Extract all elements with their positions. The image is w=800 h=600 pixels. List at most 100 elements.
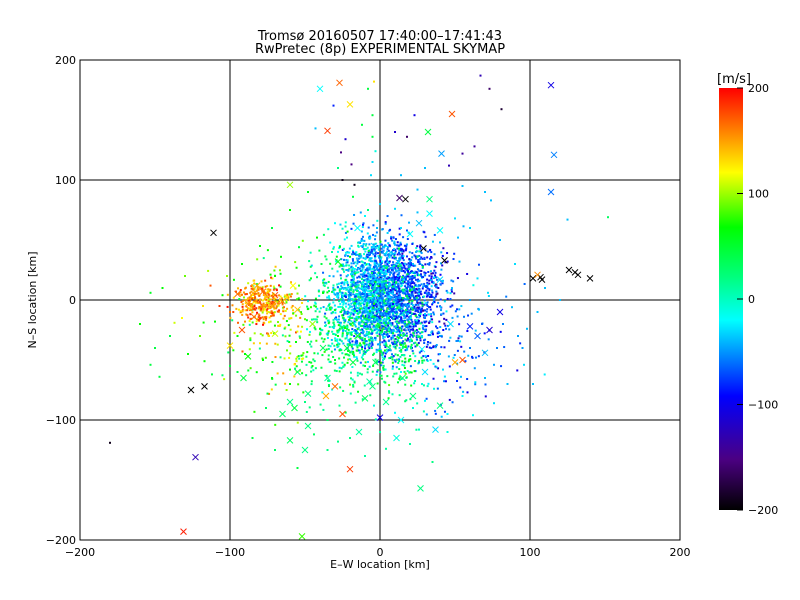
scatter-point-dense — [351, 280, 354, 283]
scatter-point-dense — [405, 334, 408, 337]
scatter-point-dense — [382, 287, 385, 290]
scatter-point-dense — [369, 276, 372, 279]
scatter-point-dense — [431, 318, 434, 321]
scatter-point-dense — [399, 308, 402, 311]
scatter-point-dense — [384, 310, 387, 313]
scatter-point-dense — [390, 254, 393, 257]
scatter-point-dense — [379, 305, 382, 308]
scatter-point-dense — [361, 269, 364, 272]
scatter-point-dense — [344, 278, 347, 281]
scatter-point-dense — [444, 324, 447, 327]
scatter-point-dense — [361, 308, 364, 311]
scatter-point-dense — [436, 335, 439, 338]
scatter-point-dense — [398, 287, 401, 290]
scatter-point-dense — [410, 294, 413, 297]
scatter-point-dense — [392, 355, 395, 358]
scatter-point-dense — [250, 317, 253, 320]
scatter-point-dense — [363, 253, 366, 256]
scatter-point-dense — [404, 329, 407, 332]
scatter-point — [371, 161, 374, 163]
scatter-point-dense — [377, 321, 380, 324]
scatter-point-dense — [361, 275, 364, 278]
scatter-point-dense — [392, 298, 395, 301]
scatter-point-dense — [376, 309, 379, 312]
scatter-point-dense — [371, 299, 374, 302]
scatter-point-x — [322, 392, 330, 400]
scatter-point — [139, 323, 141, 325]
scatter-point-dense — [374, 294, 377, 297]
scatter-point-dense — [414, 330, 417, 333]
scatter-point-dense — [383, 245, 386, 248]
scatter-point-x — [279, 410, 286, 418]
scatter-point-dense — [419, 292, 422, 295]
scatter-point-dense — [388, 347, 391, 350]
scatter-point-dense — [418, 279, 421, 282]
scatter-point-dense — [368, 254, 371, 257]
scatter-point-dense — [351, 276, 354, 279]
scatter-point-dense — [240, 293, 243, 296]
scatter-point-x — [210, 229, 217, 237]
scatter-point — [322, 291, 324, 294]
scatter-point-dense — [252, 292, 255, 295]
scatter-point-dense — [430, 347, 433, 350]
scatter-point-dense — [356, 253, 359, 256]
scatter-point-dense — [422, 285, 425, 288]
scatter-point-dense — [439, 306, 442, 309]
scatter-point-dense — [252, 307, 255, 310]
scatter-point-dense — [384, 312, 387, 315]
scatter-point-dense — [382, 337, 385, 340]
scatter-point-dense — [391, 334, 394, 337]
scatter-point-dense — [426, 283, 429, 286]
scatter-point-dense — [353, 307, 356, 310]
scatter-point-dense — [361, 314, 364, 317]
scatter-point-dense — [334, 339, 337, 342]
scatter-point-dense — [371, 316, 374, 319]
scatter-point-dense — [384, 244, 387, 247]
scatter-point-dense — [378, 270, 381, 273]
scatter-point-dense — [459, 386, 462, 389]
scatter-point-dense — [241, 305, 244, 308]
scatter-point-dense — [410, 285, 413, 288]
scatter-point-dense — [428, 321, 431, 324]
scatter-point-dense — [384, 352, 387, 355]
scatter-point-dense — [368, 323, 371, 326]
scatter-point-dense — [354, 309, 357, 312]
scatter-point-dense — [377, 246, 380, 249]
scatter-point-dense — [404, 324, 407, 327]
scatter-point-dense — [374, 317, 377, 320]
scatter-point — [493, 363, 495, 366]
scatter-point-dense — [300, 354, 303, 357]
scatter-point-dense — [386, 307, 389, 310]
scatter-point-dense — [346, 259, 349, 262]
scatter-point-dense — [396, 354, 399, 357]
scatter-point-dense — [439, 326, 442, 329]
scatter-point-dense — [258, 306, 261, 309]
scatter-point-dense — [383, 357, 386, 360]
scatter-point-dense — [358, 315, 361, 318]
scatter-point-dense — [416, 272, 419, 275]
scatter-point-dense — [382, 366, 385, 369]
scatter-point-dense — [422, 355, 425, 358]
scatter-point-dense — [393, 334, 396, 337]
scatter-point-dense — [338, 290, 341, 293]
scatter-point — [337, 335, 339, 337]
scatter-point-dense — [429, 359, 432, 362]
scatter-point-dense — [361, 398, 364, 401]
scatter-point-dense — [340, 294, 343, 297]
scatter-point-dense — [400, 297, 403, 300]
scatter-point-dense — [373, 293, 376, 296]
y-tick-label: 0 — [69, 294, 76, 307]
scatter-point-dense — [362, 223, 365, 226]
scatter-point-dense — [409, 270, 412, 273]
scatter-point-dense — [397, 244, 400, 247]
scatter-point-dense — [251, 285, 254, 288]
scatter-point-dense — [362, 364, 365, 367]
scatter-point — [367, 87, 369, 90]
scatter-point-dense — [345, 305, 348, 308]
scatter-point-dense — [376, 299, 379, 302]
scatter-point-dense — [344, 251, 347, 254]
scatter-point — [259, 245, 261, 247]
scatter-point-dense — [370, 328, 373, 331]
y-tick-label: 100 — [55, 174, 76, 187]
scatter-point-dense — [439, 273, 442, 276]
